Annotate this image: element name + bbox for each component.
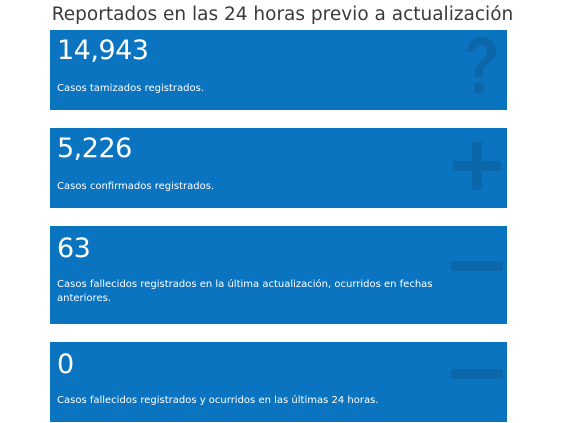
stat-label: Casos tamizados registrados.: [57, 83, 205, 94]
stat-label: Casos confirmados registrados.: [57, 181, 215, 192]
stat-value: 63: [57, 233, 91, 264]
plus-icon: [453, 142, 501, 190]
question-mark-icon: [461, 36, 501, 96]
page-title: Reportados en las 24 horas previo a actu…: [51, 4, 514, 25]
stat-card-confirmed: 5,226 Casos confirmados registrados.: [50, 128, 507, 208]
stat-label: Casos fallecidos registrados en la últim…: [57, 279, 433, 304]
stat-card-screened: 14,943 Casos tamizados registrados.: [50, 30, 507, 110]
stat-label: Casos fallecidos registrados y ocurridos…: [57, 395, 379, 406]
stat-value: 0: [57, 349, 74, 380]
minus-icon: [451, 368, 503, 380]
stat-value: 14,943: [57, 35, 149, 66]
stat-value: 5,226: [57, 133, 132, 164]
minus-icon: [451, 260, 503, 272]
stat-card-deaths-previous: 63 Casos fallecidos registrados en la úl…: [50, 226, 507, 324]
stat-card-deaths-24h: 0 Casos fallecidos registrados y ocurrid…: [50, 342, 507, 422]
